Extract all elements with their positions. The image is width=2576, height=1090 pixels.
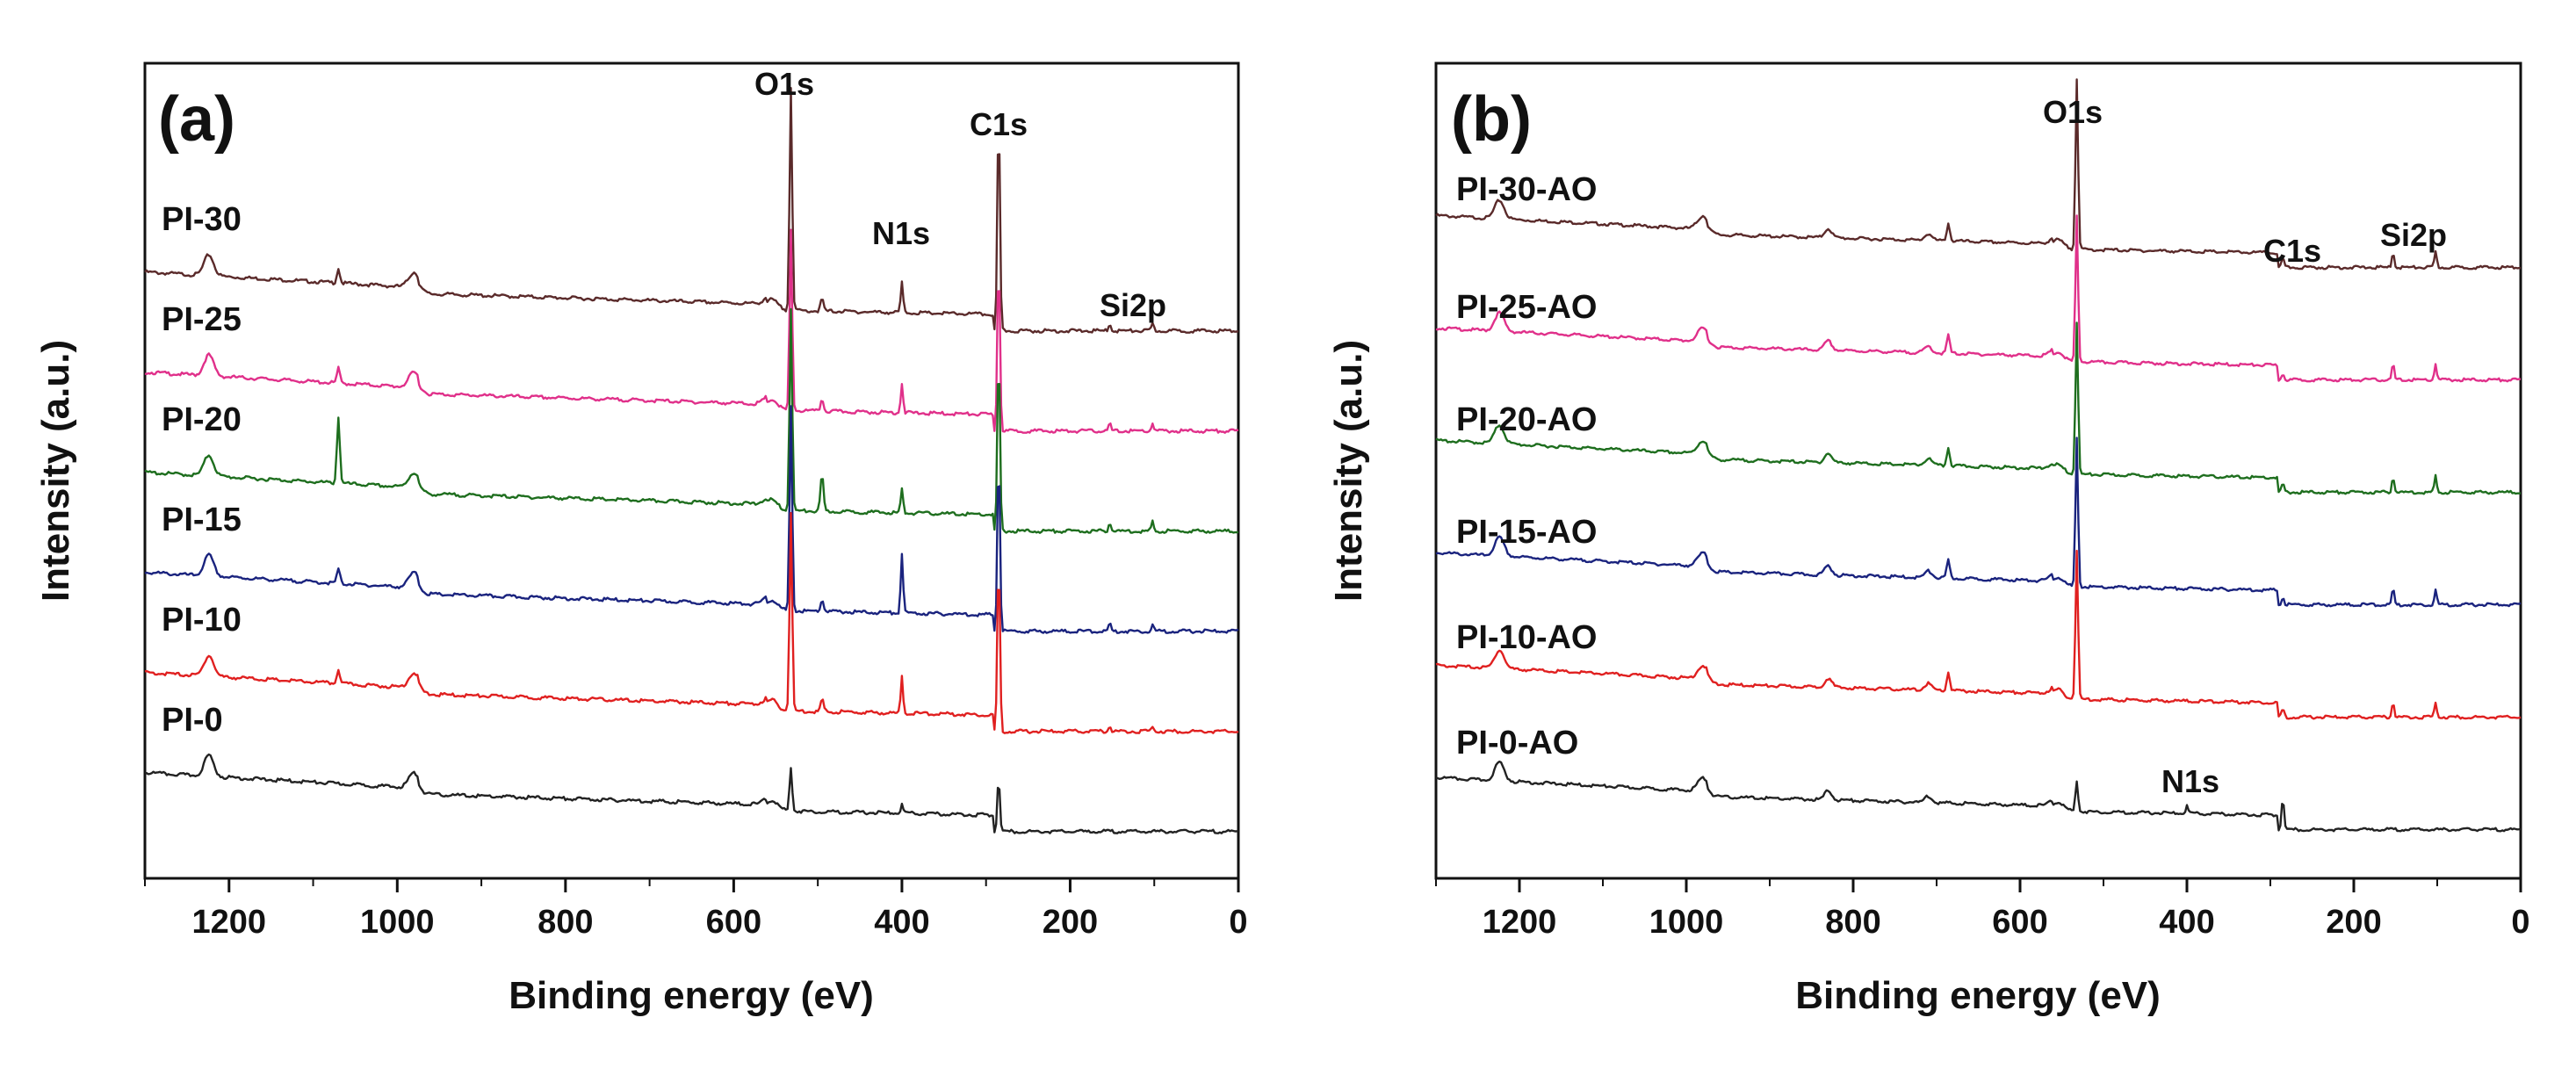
series-label-pi-30-ao: PI-30-AO [1456, 171, 1597, 208]
series-label-pi-10: PI-10 [162, 602, 242, 639]
peak-label-o1s-b: O1s [2043, 94, 2103, 130]
y-axis-label-a: Intensity (a.u.) [34, 340, 77, 602]
x-tick-label: 200 [2326, 904, 2381, 941]
spectrum-line-pi-0 [145, 753, 1239, 834]
x-axis-label-a: Binding energy (eV) [509, 974, 874, 1017]
spectrum-line-pi-15 [144, 405, 1239, 634]
x-tick-label: 200 [1043, 904, 1098, 941]
x-tick-label: 1200 [191, 904, 266, 941]
plot-frame-a [143, 61, 1240, 880]
peak-label-n1s-b: N1s [2161, 763, 2219, 799]
series-label-pi-15: PI-15 [162, 502, 242, 538]
series-label-pi-10-ao: PI-10-AO [1456, 619, 1597, 656]
spectrum-line-pi-15-ao [1435, 437, 2522, 608]
spectrum-line-pi-0-ao [1435, 760, 2522, 833]
panel-b: 1200 1000 800 600 400 200 0 (b) Binding energy… [1327, 61, 2530, 1017]
peak-label-c1s-b: C1s [2263, 233, 2321, 269]
spectrum-line-pi-10-ao [1435, 549, 2522, 720]
spectrum-line-pi-30 [144, 87, 1239, 334]
panel-label-a: (a) [158, 84, 235, 155]
spectrum-line-pi-20-ao [1435, 321, 2522, 495]
y-axis-label-b: Intensity (a.u.) [1327, 340, 1370, 602]
x-tick-label: 1000 [1649, 904, 1724, 941]
series-label-pi-30: PI-30 [162, 201, 242, 238]
peak-label-o1s-a: O1s [754, 66, 814, 102]
x-ticks-a: 1200 1000 800 600 400 200 0 [144, 878, 1248, 941]
x-tick-label: 800 [538, 904, 593, 941]
series-label-pi-20-ao: PI-20-AO [1456, 401, 1597, 438]
x-tick-label: 1200 [1483, 904, 1557, 941]
spectrum-line-pi-30-ao [1435, 78, 2522, 271]
plot-frame-b [1434, 61, 2522, 880]
peak-label-si2p-a: Si2p [1100, 287, 1166, 323]
panel-a: 1200 1000 800 600 400 200 0 (a) Binding energy… [34, 61, 1248, 1017]
x-tick-label: 0 [2511, 904, 2529, 941]
x-tick-label: 400 [874, 904, 929, 941]
series-label-pi-25: PI-25 [162, 301, 242, 338]
x-tick-label: 400 [2159, 904, 2214, 941]
x-axis-label-b: Binding energy (eV) [1795, 974, 2161, 1017]
series-group-a [144, 87, 1239, 834]
peak-label-si2p-b: Si2p [2380, 217, 2447, 253]
panel-label-b: (b) [1451, 84, 1532, 155]
series-label-pi-0-ao: PI-0-AO [1456, 725, 1578, 762]
series-group-b [1435, 78, 2522, 833]
spectrum-line-pi-25 [144, 228, 1239, 434]
series-label-pi-15-ao: PI-15-AO [1456, 514, 1597, 551]
peak-label-n1s-a: N1s [872, 215, 930, 251]
series-label-pi-25-ao: PI-25-AO [1456, 289, 1597, 326]
x-ticks-b: 1200 1000 800 600 400 200 0 [1435, 878, 2530, 941]
x-tick-label: 800 [1825, 904, 1880, 941]
x-tick-label: 600 [706, 904, 761, 941]
series-label-pi-20: PI-20 [162, 401, 242, 438]
spectrum-line-pi-10 [144, 511, 1239, 734]
spectrum-line-pi-20 [144, 307, 1239, 534]
x-tick-label: 1000 [360, 904, 435, 941]
x-tick-label: 0 [1229, 904, 1247, 941]
series-label-pi-0: PI-0 [162, 702, 223, 739]
spectrum-line-pi-25-ao [1435, 214, 2522, 383]
peak-label-c1s-a: C1s [970, 106, 1028, 142]
x-tick-label: 600 [1992, 904, 2047, 941]
